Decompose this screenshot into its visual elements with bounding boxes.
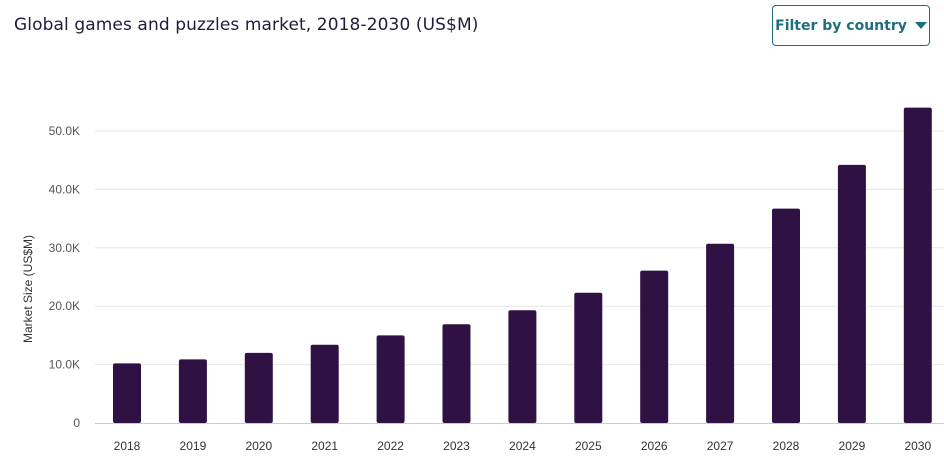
y-tick-label: 50.0K [49,124,80,138]
filter-by-country-button[interactable]: Filter by country [772,5,930,46]
bar-2028 [772,208,800,423]
bar-2024 [508,310,537,423]
x-tick-label: 2027 [707,439,734,453]
y-tick-label: 10.0K [49,358,80,372]
bar-2022 [376,335,405,423]
bar-2025 [574,292,603,423]
x-tick-label: 2026 [641,439,668,453]
x-tick-label: 2019 [180,439,207,453]
x-tick-label: 2030 [904,439,931,453]
page-title: Global games and puzzles market, 2018-20… [14,15,479,35]
x-tick-label: 2023 [443,439,470,453]
bar-2023 [442,324,471,423]
y-tick-label: 20.0K [49,299,80,313]
caret-down-icon [914,22,927,29]
x-tick-label: 2020 [245,439,272,453]
y-tick-label: 40.0K [49,182,80,196]
filter-button-label: Filter by country [775,17,907,34]
bar-2018 [113,363,141,423]
x-tick-label: 2021 [311,439,338,453]
x-tick-label: 2029 [839,439,866,453]
y-axis-label: Market Size (US$M) [21,235,35,343]
bar-2027 [706,243,735,423]
bar-2021 [310,344,339,423]
bar-2019 [178,359,207,423]
y-tick-label: 0 [73,416,80,430]
bar-2020 [244,352,273,423]
bar-2029 [837,164,866,423]
x-tick-label: 2028 [773,439,800,453]
y-tick-label: 30.0K [49,241,80,255]
x-tick-label: 2022 [377,439,404,453]
x-tick-label: 2018 [114,439,141,453]
bar-2026 [640,270,669,423]
bar-2030 [903,107,932,423]
x-tick-label: 2025 [575,439,602,453]
x-tick-label: 2024 [509,439,536,453]
